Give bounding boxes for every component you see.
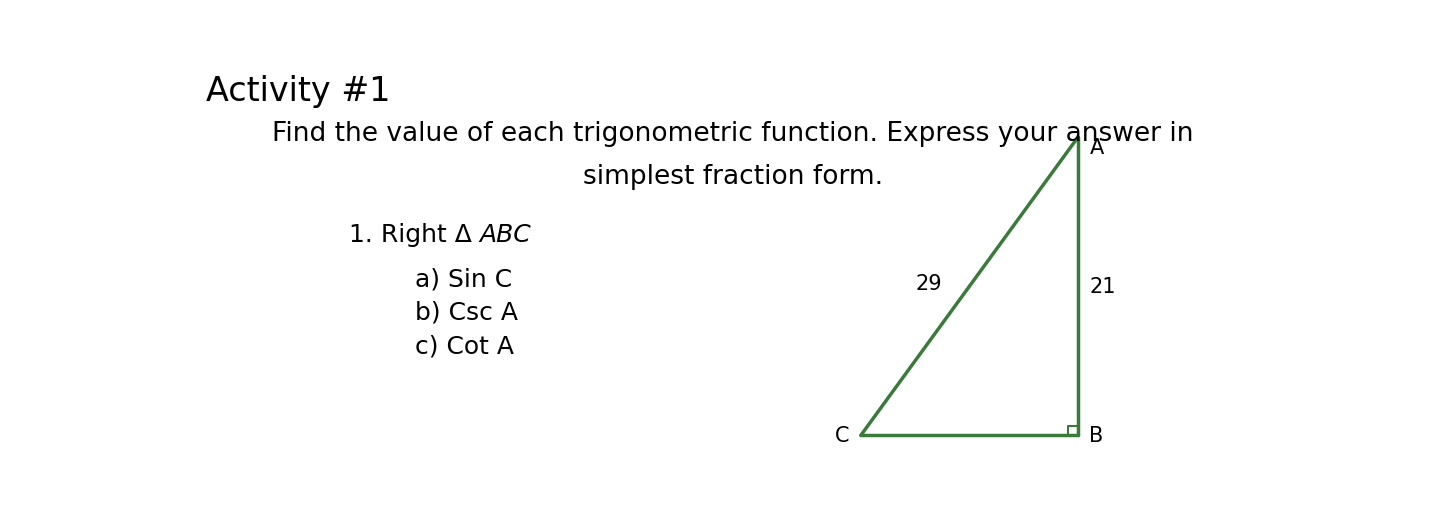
Text: c) Cot A: c) Cot A (415, 334, 515, 358)
Text: A: A (1090, 138, 1104, 158)
Text: 1. Right Δ: 1. Right Δ (349, 223, 472, 247)
Text: Find the value of each trigonometric function. Express your answer in: Find the value of each trigonometric fun… (272, 121, 1194, 146)
Text: 21: 21 (1090, 277, 1115, 297)
Text: a) Sin C: a) Sin C (415, 267, 512, 290)
Text: C: C (835, 426, 849, 445)
Text: Activity #1: Activity #1 (206, 74, 390, 108)
Text: 29: 29 (915, 273, 942, 293)
Text: ABC: ABC (479, 223, 531, 247)
Text: B: B (1090, 426, 1104, 445)
Text: simplest fraction form.: simplest fraction form. (583, 164, 882, 189)
Text: b) Csc A: b) Csc A (415, 300, 518, 324)
